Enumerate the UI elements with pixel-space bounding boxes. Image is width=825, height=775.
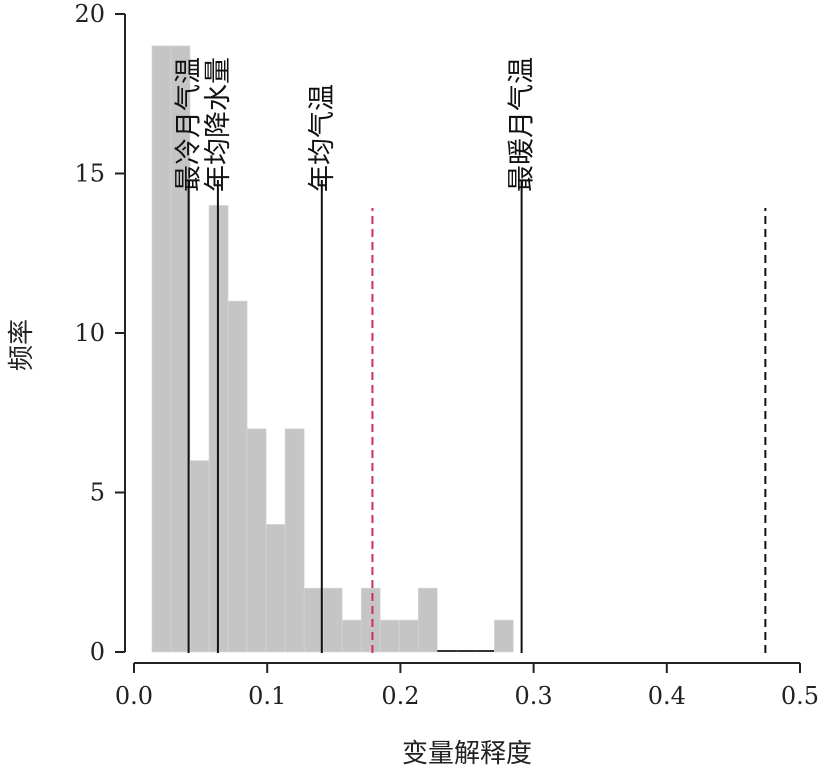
y-axis-title: 频率 — [7, 319, 37, 371]
histogram-bar — [417, 587, 438, 653]
histogram-bar — [151, 45, 172, 653]
x-tick-label: 0.3 — [515, 682, 553, 710]
reference-line-label: 最冷月气温 — [174, 57, 205, 192]
axes-group: 0 5 10 15 20 0.0 0.1 0.2 0.3 0.4 0.5 — [74, 0, 819, 710]
x-tick-label: 0.5 — [781, 682, 819, 710]
histogram-bar — [494, 619, 514, 653]
x-tick-label: 0.1 — [248, 682, 286, 710]
y-tick-label: 20 — [74, 0, 105, 28]
reference-line-label: 年均降水量 — [203, 57, 234, 192]
x-tick-label: 0.0 — [115, 682, 153, 710]
bars-group — [151, 45, 514, 653]
histogram-bar — [360, 587, 381, 653]
histogram-bar — [379, 619, 400, 653]
histogram-bar — [322, 587, 343, 653]
histogram-bar — [303, 587, 324, 653]
reference-line-label: 年均气温 — [307, 84, 338, 192]
x-tick-label: 0.4 — [648, 682, 686, 710]
histogram-bar — [398, 619, 419, 653]
histogram-bar — [341, 619, 362, 653]
y-tick-label: 10 — [74, 319, 105, 347]
histogram-bar — [227, 300, 248, 653]
histogram-bar — [284, 428, 305, 653]
x-axis-title: 变量解释度 — [402, 739, 532, 769]
reference-line-label: 最暖月气温 — [507, 57, 538, 192]
y-tick-label: 5 — [90, 479, 105, 507]
y-tick-label: 0 — [90, 638, 105, 666]
histogram-bar — [246, 428, 267, 653]
y-tick-label: 15 — [74, 160, 105, 188]
histogram-bar — [265, 524, 286, 653]
histogram-bar — [189, 460, 210, 653]
x-tick-label: 0.2 — [381, 682, 419, 710]
histogram-bar — [170, 45, 191, 653]
